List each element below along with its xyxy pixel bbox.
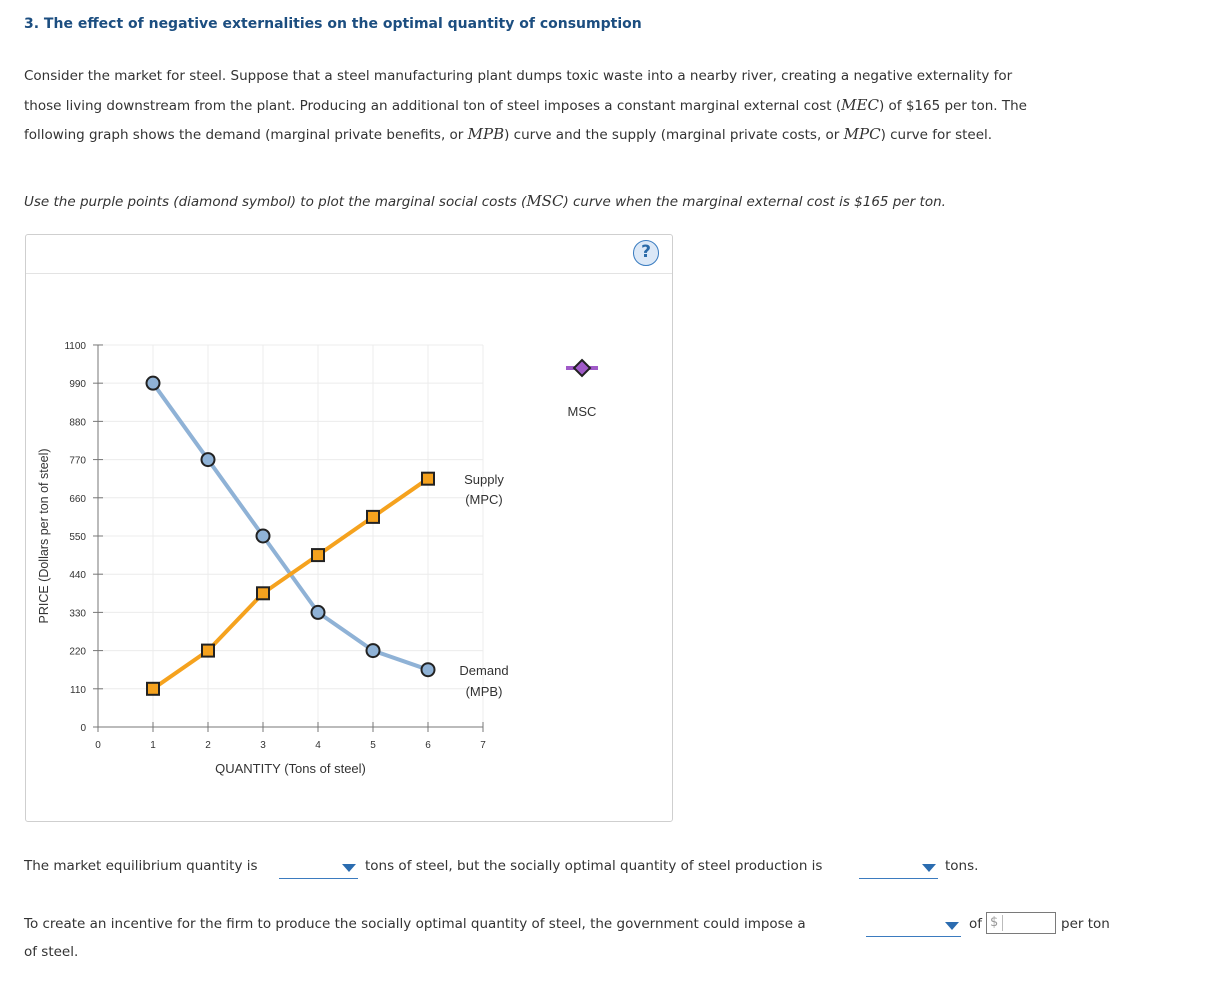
intro-line-2b: ) of $165 per ton. The [878, 97, 1027, 114]
y-tick-label: 220 [69, 647, 86, 658]
supply-point [256, 586, 270, 601]
y-tick-label: 660 [69, 494, 86, 505]
demand-point [420, 662, 436, 678]
intro-line-1: Consider the market for steel. Suppose t… [24, 68, 1013, 84]
input-divider [1002, 915, 1003, 931]
demand-point [145, 375, 161, 391]
help-button[interactable]: ? [633, 240, 659, 266]
y-axis-label: PRICE (Dollars per ton of steel) [37, 448, 51, 623]
x-tick-label: 1 [150, 740, 156, 751]
intro-paragraph: Consider the market for steel. Suppose t… [24, 62, 1134, 150]
q1-text-a: The market equilibrium quantity is [24, 858, 258, 874]
question-heading: 3. The effect of negative externalities … [24, 16, 642, 32]
instruction-text: Use the purple points (diamond symbol) t… [24, 192, 946, 210]
q1-text-b: tons of steel, but the socially optimal … [365, 858, 823, 874]
q2-text-of: of [969, 916, 983, 932]
msc-palette-tool[interactable] [566, 358, 598, 378]
amount-input[interactable]: $ [986, 912, 1056, 934]
msc-symbol: MSC [526, 192, 564, 210]
y-tick-label: 880 [69, 417, 86, 428]
demand-point [310, 604, 326, 620]
supply-line [151, 477, 430, 691]
msc-label: MSC [568, 404, 597, 419]
y-tick-label: 1100 [64, 341, 86, 352]
y-tick-label: 330 [69, 608, 86, 619]
demand-point [255, 528, 271, 544]
supply-sublabel: (MPC) [465, 492, 503, 507]
x-tick-label: 7 [480, 740, 486, 751]
y-tick-label: 110 [70, 685, 86, 696]
demand-point [365, 643, 381, 659]
intro-line-3a: following graph shows the demand (margin… [24, 127, 468, 143]
y-tick-label: 550 [69, 532, 86, 543]
supply-point [146, 681, 160, 696]
chevron-down-icon [342, 864, 356, 872]
demand-label: Demand [459, 663, 508, 678]
x-tick-label: 0 [95, 740, 101, 751]
optimal-quantity-dropdown[interactable] [859, 858, 938, 879]
intro-line-3c: ) curve for steel. [880, 127, 993, 143]
supply-label: Supply [464, 472, 504, 487]
demand-point [200, 452, 216, 468]
q2-text-a: To create an incentive for the firm to p… [24, 916, 806, 932]
q1-text-c: tons. [945, 858, 979, 874]
supply-demand-chart[interactable]: 0 110 220 330 440 550 660 770 880 990 1100 0 1 2 3 4 5 6 7… [26, 235, 674, 823]
policy-type-dropdown[interactable] [866, 916, 961, 937]
q2-text-end: of steel. [24, 944, 79, 960]
instruction-part-b: ) curve when the marginal external cost … [563, 194, 946, 210]
x-axis-label: QUANTITY (Tons of steel) [215, 761, 366, 776]
q2-text-per: per ton [1061, 916, 1110, 932]
diamond-icon [572, 358, 592, 378]
x-tick-label: 2 [205, 740, 211, 751]
chevron-down-icon [945, 922, 959, 930]
x-tick-label: 3 [260, 740, 266, 751]
supply-point [201, 643, 215, 658]
supply-point [311, 548, 325, 563]
demand-sublabel: (MPB) [466, 684, 503, 699]
x-tick-label: 6 [425, 740, 431, 751]
intro-line-3b: ) curve and the supply (marginal private… [504, 127, 844, 143]
graph-panel: ? 0 110 220 330 440 550 660 770 880 990 1100 0 1 2 3 4 5… [25, 234, 673, 822]
chevron-down-icon [922, 864, 936, 872]
y-tick-label: 770 [69, 456, 86, 467]
x-tick-label: 4 [315, 740, 321, 751]
mpc-symbol: MPC [843, 125, 881, 143]
mec-symbol: MEC [841, 95, 879, 114]
x-tick-label: 5 [370, 740, 376, 751]
demand-line [151, 382, 429, 672]
y-tick-label: 440 [69, 570, 86, 581]
graph-panel-header: ? [26, 235, 672, 274]
y-tick-label: 990 [69, 379, 86, 390]
instruction-part-a: Use the purple points (diamond symbol) t… [24, 194, 527, 210]
intro-line-2a: those living downstream from the plant. … [24, 97, 842, 114]
supply-point [421, 471, 435, 486]
dollar-sign: $ [990, 915, 999, 930]
equilibrium-quantity-dropdown[interactable] [279, 858, 358, 879]
y-tick-label: 0 [80, 723, 86, 734]
mpb-symbol: MPB [467, 125, 505, 143]
supply-point [366, 509, 380, 524]
